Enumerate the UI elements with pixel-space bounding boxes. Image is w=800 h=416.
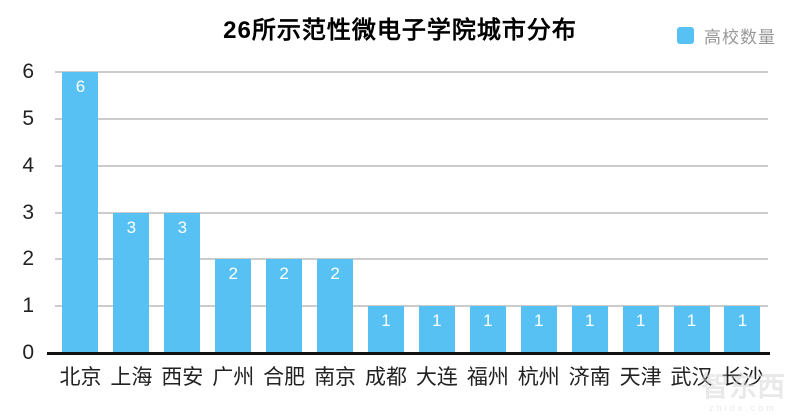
- x-axis-category-label: 上海: [110, 366, 153, 389]
- y-axis-tick-label: 5: [22, 106, 34, 130]
- x-axis-category-label: 杭州: [517, 366, 560, 389]
- x-axis-category-label: 北京: [59, 366, 102, 389]
- bar: 1: [469, 306, 506, 353]
- bar-column: 1: [717, 72, 768, 353]
- bar-column: 1: [513, 72, 564, 353]
- bar-value-label: 2: [330, 264, 340, 284]
- x-axis-line: [47, 352, 770, 355]
- bar: 1: [418, 306, 455, 353]
- bar-column: 2: [259, 72, 310, 353]
- bar-column: 1: [666, 72, 717, 353]
- bar: 3: [164, 212, 201, 353]
- x-axis-category-label: 合肥: [263, 366, 306, 389]
- bar-value-label: 1: [635, 311, 646, 331]
- bar-column: 1: [361, 72, 412, 353]
- bar: 1: [673, 306, 710, 353]
- y-axis-labels: 0 1 2 3 4 5 6: [0, 61, 38, 364]
- x-axis-category-label: 成都: [364, 366, 407, 389]
- x-axis-category-label: 大连: [415, 366, 458, 389]
- x-axis-category-label: 西安: [161, 366, 204, 389]
- bar-column: 1: [462, 72, 513, 353]
- y-axis-tick-label: 0: [22, 341, 34, 364]
- bar-value-label: 1: [737, 311, 748, 331]
- bars-layer: 6 3 3 2 2 2 1 1 1 1 1 1 1 1: [55, 72, 768, 353]
- legend-label: 高校数量: [704, 28, 776, 47]
- plot-area: 6 3 3 2 2 2 1 1 1 1 1 1 1 1: [47, 71, 770, 355]
- gridline: [55, 258, 768, 261]
- bar: 1: [367, 306, 404, 353]
- bar-value-label: 6: [75, 77, 86, 96]
- y-axis-tick-label: 4: [22, 153, 34, 177]
- bar-value-label: 1: [686, 311, 697, 331]
- gridline: [55, 71, 768, 73]
- chart-title: 26所示范性微电子学院城市分布: [223, 17, 577, 44]
- bar-value-label: 1: [584, 311, 595, 331]
- legend[interactable]: 高校数量: [677, 23, 776, 48]
- bar-value-label: 3: [177, 217, 188, 237]
- x-axis-category-label: 南京: [314, 366, 357, 389]
- bar-value-label: 1: [381, 311, 391, 331]
- watermark-site-url: zhidx.com: [709, 403, 777, 413]
- y-axis-tick-label: 2: [22, 247, 34, 271]
- bar-column: 1: [564, 72, 615, 353]
- bar-column: 2: [310, 72, 361, 353]
- y-axis-tick-label: 1: [22, 294, 34, 318]
- bar: 1: [520, 306, 557, 353]
- gridline: [55, 305, 768, 308]
- bar-value-label: 1: [432, 311, 442, 331]
- x-axis-labels: 北京 上海 西安 广州 合肥 南京 成都 大连 福州 杭州 济南 天津 武汉 长沙: [55, 362, 768, 394]
- bar: 1: [622, 306, 659, 353]
- bar-value-label: 1: [483, 311, 493, 331]
- x-axis-category-label: 广州: [212, 366, 255, 389]
- bar-column: 1: [615, 72, 666, 353]
- x-axis-category-label: 济南: [568, 366, 611, 389]
- gridline: [55, 211, 768, 214]
- bar: 2: [215, 259, 252, 353]
- bar-column: 3: [157, 72, 208, 353]
- x-axis-category-label: 长沙: [721, 366, 764, 389]
- bar-column: 1: [411, 72, 462, 353]
- bar-value-label: 2: [228, 264, 238, 284]
- bar-value-label: 2: [279, 264, 289, 284]
- bar-value-label: 1: [534, 311, 544, 331]
- bar: 2: [266, 259, 303, 353]
- bar-column: 6: [55, 72, 106, 353]
- bar: 2: [317, 259, 354, 353]
- bar: 1: [724, 306, 761, 353]
- bar: 3: [113, 212, 150, 353]
- gridline: [55, 164, 768, 167]
- bar: 6: [62, 72, 99, 353]
- bar: 1: [571, 306, 608, 353]
- bar-column: 2: [208, 72, 259, 353]
- y-axis-tick-label: 6: [22, 60, 34, 83]
- x-axis-category-label: 天津: [619, 366, 662, 389]
- x-axis-category-label: 武汉: [670, 366, 713, 389]
- bar-value-label: 3: [126, 217, 137, 237]
- bar-column: 3: [106, 72, 157, 353]
- legend-swatch-icon: [677, 27, 694, 44]
- y-axis-tick-label: 3: [22, 200, 34, 224]
- gridline: [55, 117, 768, 120]
- x-axis-category-label: 福州: [466, 366, 509, 389]
